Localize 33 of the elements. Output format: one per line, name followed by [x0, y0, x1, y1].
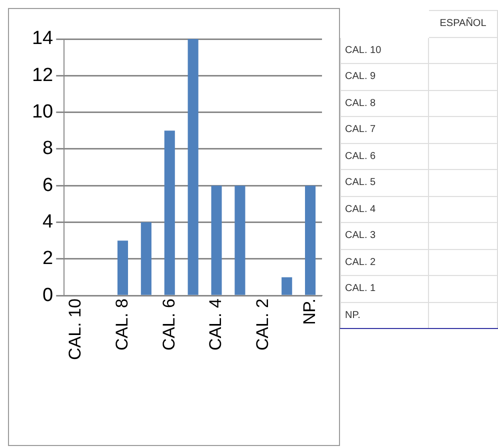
text: CAL. 6: [340, 143, 428, 170]
text: CAL. 3: [340, 222, 428, 249]
y-tick-label: 0: [42, 284, 54, 306]
y-tick-label: 14: [32, 28, 54, 50]
bar: [117, 240, 128, 295]
y-tick-label: 4: [42, 212, 54, 232]
bar: [234, 186, 246, 295]
x-tick-label: CAL. 10: [66, 298, 85, 360]
text: CAL. 2: [340, 249, 428, 276]
x-tick-label: CAL. 6: [159, 298, 178, 351]
text: CAL. 10: [340, 37, 428, 64]
text: CAL. 4: [340, 196, 428, 222]
y-tick-label: 6: [42, 174, 54, 196]
x-tick-label: CAL. 8: [112, 298, 132, 351]
bar: [282, 277, 292, 295]
text: ESPAÑOL: [428, 10, 498, 37]
bar: [164, 130, 175, 295]
text: CAL. 7: [340, 116, 428, 143]
bar: [140, 222, 152, 295]
x-tick-label: CAL. 2: [253, 298, 272, 351]
y-tick-label: 2: [42, 248, 54, 270]
y-tick-label: 10: [32, 102, 54, 123]
text: CAL. 1: [340, 276, 428, 302]
x-tick-label: CAL. 4: [206, 298, 226, 351]
bar: [305, 186, 316, 295]
text: CAL. 5: [340, 170, 428, 196]
y-tick-label: 12: [32, 64, 54, 86]
text: CAL. 8: [340, 90, 428, 116]
y-tick-label: 8: [42, 138, 54, 160]
text: CAL. 9: [340, 64, 428, 90]
bar: [211, 186, 222, 295]
bar: [188, 39, 198, 295]
x-tick-label: NP.: [300, 298, 319, 325]
